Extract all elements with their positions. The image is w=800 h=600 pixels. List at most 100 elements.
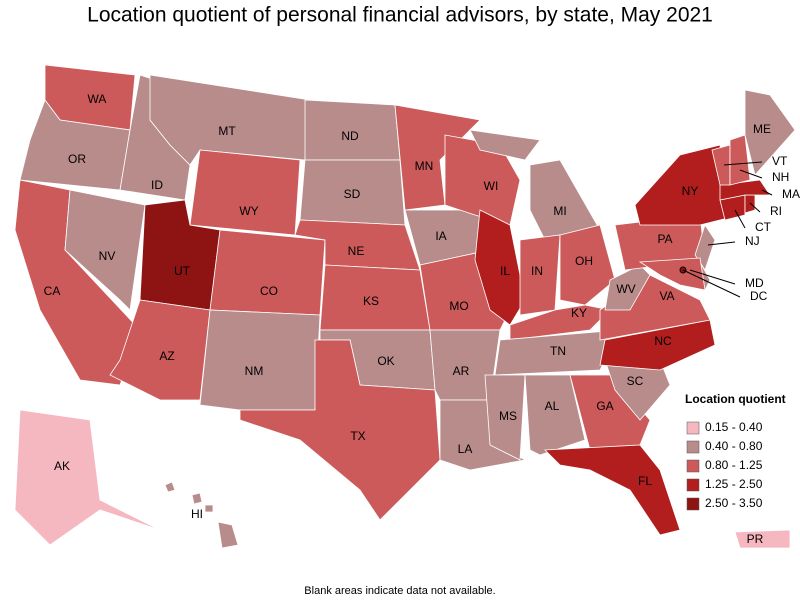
state-label: PR	[747, 532, 764, 546]
state	[544, 444, 681, 536]
state-label: MI	[553, 204, 566, 218]
state-label: NC	[654, 334, 672, 348]
state-label: WA	[88, 92, 107, 106]
state-label: RI	[770, 204, 782, 218]
state	[199, 309, 321, 411]
state-label: CT	[755, 220, 772, 234]
state	[164, 481, 176, 493]
state	[394, 104, 481, 211]
state-label: WV	[616, 282, 635, 296]
state	[191, 492, 203, 505]
state	[469, 129, 541, 161]
state-label: AR	[453, 364, 470, 378]
state-label: GA	[596, 399, 613, 413]
legend-swatch	[686, 497, 700, 511]
leader-line	[689, 269, 736, 285]
state-label: MA	[782, 187, 800, 201]
state-label: TX	[350, 429, 365, 443]
state-label: AK	[54, 459, 70, 473]
state-label: ID	[151, 178, 163, 192]
leader-line	[707, 241, 736, 246]
state-label: VT	[772, 154, 788, 168]
state-label: FL	[638, 474, 652, 488]
state	[217, 521, 239, 549]
state	[559, 224, 616, 306]
state	[484, 374, 526, 461]
leader-line	[734, 209, 746, 229]
state	[189, 149, 301, 236]
legend-label: 0.40 - 0.80	[705, 439, 763, 453]
map-title: Location quotient of personal financial …	[87, 4, 713, 27]
state-label: NE	[348, 244, 365, 258]
legend-swatch	[686, 478, 700, 492]
state-label: AL	[545, 399, 560, 413]
state-label: MS	[499, 409, 517, 423]
state-label: AZ	[159, 349, 174, 363]
state	[744, 89, 796, 176]
state	[744, 194, 756, 214]
state-labels: WA OR CA NV ID MT WY UT AZ CO NM ND SD NE KS OK TX MN IA MO…	[44, 92, 800, 546]
leader-line	[723, 161, 763, 166]
legend-label: 0.15 - 0.40	[705, 420, 763, 434]
state-label: SD	[344, 187, 361, 201]
legend: 0.15 - 0.40 0.40 - 0.80 0.80 - 1.25 1.25 - …	[686, 420, 763, 511]
state-label: ND	[341, 129, 359, 143]
state-label: MN	[415, 159, 434, 173]
state	[734, 529, 791, 549]
state	[729, 134, 751, 186]
state-label: VA	[659, 289, 674, 303]
state-label: DC	[750, 289, 768, 303]
states	[14, 64, 796, 549]
legend-label: 1.25 - 2.50	[705, 477, 763, 491]
state-label: IL	[500, 264, 510, 278]
leader-line	[682, 269, 741, 298]
state	[209, 229, 326, 316]
state-label: TN	[550, 344, 566, 358]
state-label: MD	[745, 276, 764, 290]
legend-label: 2.50 - 3.50	[705, 496, 763, 510]
state-label: NV	[99, 249, 116, 263]
state-label: CA	[44, 284, 61, 298]
legend-title: Location quotient	[685, 392, 786, 406]
state	[64, 189, 146, 311]
state-label: SC	[627, 374, 644, 388]
state-label: WI	[484, 179, 499, 193]
state	[494, 329, 621, 376]
state-label: IN	[531, 264, 543, 278]
legend-swatch	[686, 459, 700, 473]
state-label: OH	[575, 254, 593, 268]
state-label: MT	[218, 124, 236, 138]
state-label: UT	[174, 264, 191, 278]
state-label: KS	[363, 294, 379, 308]
leader-line	[739, 169, 763, 179]
state-label: OR	[68, 152, 86, 166]
leader-line	[761, 189, 773, 196]
state-label: CO	[260, 284, 278, 298]
state	[204, 504, 214, 513]
legend-swatch	[686, 440, 700, 454]
state-label: NY	[682, 184, 699, 198]
footnote: Blank areas indicate data not available.	[304, 585, 495, 597]
state	[239, 339, 441, 521]
state	[524, 374, 586, 456]
state	[719, 179, 771, 201]
state-label: NM	[245, 364, 264, 378]
state-label: WY	[239, 204, 258, 218]
legend-label: 0.80 - 1.25	[705, 458, 763, 472]
state-label: NJ	[745, 234, 760, 248]
state-label: ME	[753, 122, 771, 136]
state-label: KY	[571, 306, 587, 320]
state-label: NH	[772, 170, 789, 184]
state	[638, 257, 706, 291]
state-label: MO	[449, 299, 468, 313]
state-label: PA	[657, 232, 672, 246]
state-label: OK	[377, 354, 394, 368]
state-label: HI	[191, 507, 203, 521]
state-label: LA	[458, 442, 473, 456]
state	[14, 409, 161, 546]
state-label: IA	[435, 229, 446, 243]
state	[569, 374, 651, 451]
leader-line	[749, 202, 761, 213]
legend-swatch	[686, 421, 700, 435]
